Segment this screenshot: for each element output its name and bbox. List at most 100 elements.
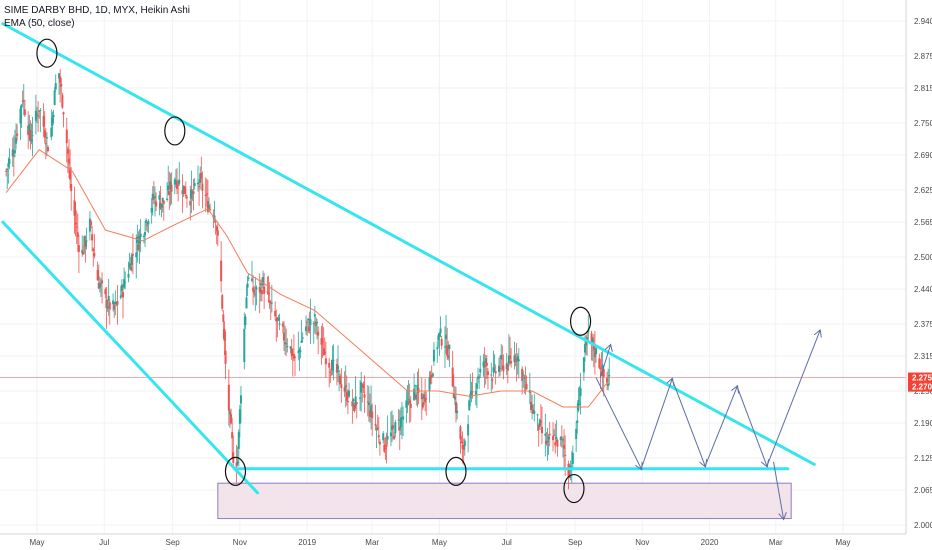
candle-body — [321, 340, 324, 342]
y-tick-label: 2.690 — [914, 151, 932, 160]
candle-body — [230, 414, 233, 424]
candle-body — [352, 399, 355, 401]
candle-body — [556, 439, 559, 447]
candle-body — [262, 276, 265, 286]
candle-body — [292, 353, 295, 359]
x-tick-label: 2020 — [701, 538, 719, 547]
candle-body — [112, 300, 115, 305]
candle-body — [236, 461, 239, 464]
candle-body — [34, 110, 37, 121]
candle-body — [22, 100, 25, 102]
candle-body — [269, 302, 272, 304]
candle-body — [517, 359, 520, 361]
candle-body — [406, 401, 409, 405]
candle-body — [161, 198, 164, 202]
circled-point — [224, 456, 247, 486]
candle-body — [409, 403, 412, 408]
candle-body — [252, 287, 255, 292]
x-tick-label: Jul — [502, 538, 512, 547]
candle-body — [595, 348, 598, 355]
candle-body — [44, 143, 47, 145]
candle-body — [176, 181, 179, 189]
y-tick-label: 2.625 — [914, 186, 932, 195]
candle-body — [277, 317, 280, 321]
candle-body — [62, 112, 65, 115]
candle-body — [463, 440, 466, 447]
projection-arrow — [640, 379, 672, 469]
candle-body — [506, 364, 509, 371]
candle-body — [445, 334, 448, 339]
y-tick-label: 2.565 — [914, 218, 932, 227]
candle-body — [298, 349, 301, 353]
candle-body — [360, 382, 363, 393]
candle-body — [244, 316, 247, 326]
candle-body — [206, 201, 209, 212]
candle-body — [23, 109, 26, 116]
candle-body — [451, 367, 454, 387]
lower-trendline — [1, 220, 260, 495]
candle-body — [571, 452, 574, 464]
candle-body — [162, 200, 165, 204]
candle-body — [166, 198, 169, 200]
candle-body — [467, 424, 470, 436]
candle-body — [278, 323, 281, 325]
candle-body — [173, 179, 176, 185]
candle-body — [255, 287, 258, 290]
candle-body — [282, 332, 285, 341]
candle-body — [281, 323, 284, 327]
projection-arrow — [599, 345, 610, 378]
candle-body — [459, 426, 462, 440]
last-price-badge: 2.275 — [912, 374, 932, 383]
x-tick-label: 2019 — [298, 538, 316, 547]
candle-body — [127, 273, 130, 278]
candle-body — [328, 362, 331, 368]
candle-body — [602, 368, 605, 377]
candle-body — [423, 394, 426, 399]
candle-body — [492, 367, 495, 373]
candle-body — [223, 328, 226, 341]
candle-body — [330, 374, 333, 376]
candle-body — [39, 109, 42, 111]
candle-body — [90, 221, 93, 226]
candle-body — [375, 428, 378, 431]
candle-body — [391, 425, 394, 431]
candle-body — [346, 401, 349, 403]
projection-arrow — [766, 331, 820, 467]
candle-body — [314, 321, 317, 326]
candle-body — [238, 409, 241, 424]
last-price-badge-bg — [908, 372, 932, 383]
candle-body — [65, 129, 68, 144]
candle-body — [509, 355, 512, 359]
candle-body — [491, 379, 494, 381]
candle-body — [205, 193, 208, 195]
candle-body — [77, 245, 80, 252]
candle-body — [561, 439, 564, 441]
candle-body — [88, 218, 91, 232]
candle-body — [136, 236, 139, 244]
candle-body — [355, 402, 358, 404]
candle-body — [270, 302, 273, 304]
candle-body — [510, 360, 513, 364]
candle-body — [170, 184, 173, 192]
candle-body — [216, 230, 219, 236]
candle-body — [383, 444, 386, 452]
candle-body — [585, 340, 588, 346]
candle-body — [322, 348, 325, 356]
candle-body — [231, 432, 234, 439]
candle-body — [324, 358, 327, 365]
x-tick-label: Mar — [769, 538, 783, 547]
candle-body — [547, 436, 550, 440]
candle-body — [199, 173, 202, 183]
candle-body — [436, 347, 439, 350]
candle-body — [499, 367, 502, 369]
candle-body — [538, 419, 541, 426]
candle-body — [144, 231, 147, 236]
candle-body — [316, 321, 319, 324]
candle-body — [446, 345, 449, 356]
candle-body — [308, 326, 311, 332]
candle-body — [421, 402, 424, 408]
x-tick-label: Jul — [99, 538, 109, 547]
projection-arrow — [736, 386, 767, 466]
candle-body — [260, 289, 263, 295]
